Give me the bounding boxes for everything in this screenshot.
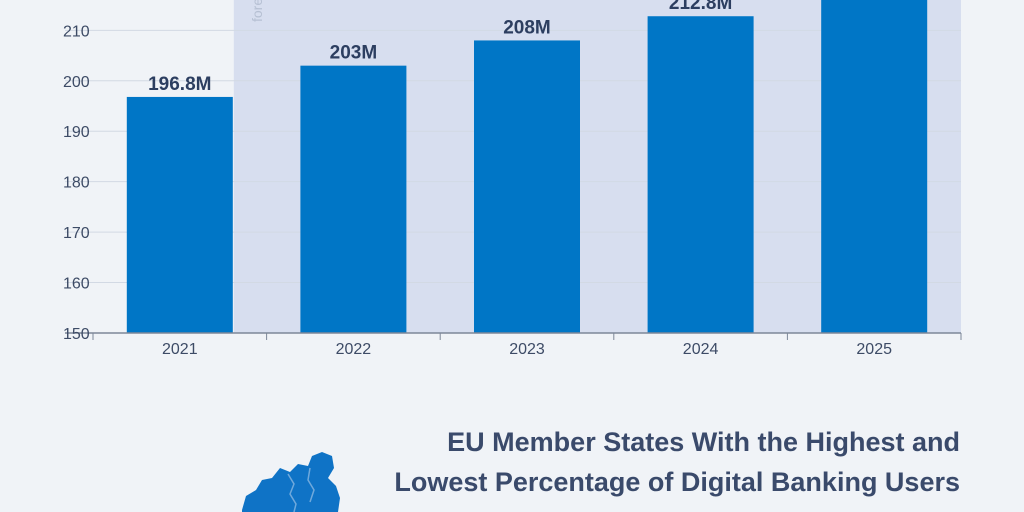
eu-map-icon [242, 452, 340, 512]
y-tick-label: 150 [63, 326, 90, 343]
x-tick-label: 2023 [509, 341, 545, 358]
data-label-2024: 212.8M [669, 0, 732, 14]
y-tick-label: 160 [63, 276, 90, 293]
y-tick-label: 170 [63, 225, 90, 242]
x-tick-label: 2021 [162, 341, 198, 358]
bar-2024 [647, 16, 754, 334]
bar-2021 [126, 96, 233, 333]
data-label-2023: 208M [503, 17, 551, 38]
forecast-label: fore [249, 0, 265, 22]
y-tick-label: 200 [63, 74, 90, 91]
headline-line-2: Lowest Percentage of Digital Banking Use… [394, 467, 960, 497]
data-label-2022: 203M [330, 43, 378, 64]
article-headline[interactable]: EU Member States With the Highest and Lo… [394, 422, 960, 502]
headline-line-1: EU Member States With the Highest and [447, 427, 960, 457]
y-tick-label: 180 [63, 175, 90, 192]
bar-2023 [474, 40, 580, 334]
x-tick-label: 2025 [856, 341, 892, 358]
x-tick-label: 2022 [336, 341, 372, 358]
y-tick-label: 210 [63, 23, 90, 40]
data-label-2021: 196.8M [148, 74, 211, 95]
bar-2022 [300, 65, 407, 333]
y-tick-label: 190 [63, 124, 90, 141]
bar-2025 [821, 0, 928, 334]
x-tick-label: 2024 [683, 341, 719, 358]
